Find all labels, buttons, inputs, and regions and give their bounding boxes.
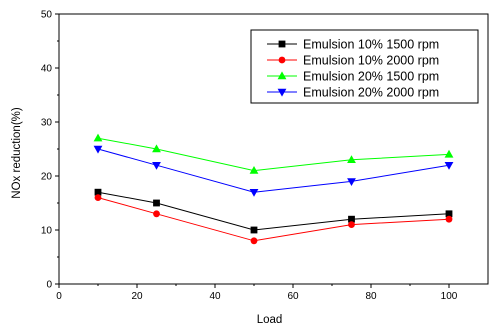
- data-point: [347, 178, 356, 186]
- data-point: [348, 215, 355, 223]
- series-4: [93, 145, 454, 197]
- data-point: [250, 237, 258, 245]
- series-line: [97, 191, 450, 231]
- data-point: [348, 221, 355, 229]
- y-tick-label: 50: [41, 10, 53, 21]
- data-point: [93, 133, 103, 142]
- x-tick-label: 80: [365, 291, 377, 302]
- data-point: [94, 188, 102, 196]
- data-point: [249, 189, 259, 197]
- axes-layer: 0 20 40 60 80 100 0 10 20 30 40 50: [41, 10, 489, 302]
- data-point: [444, 149, 454, 158]
- y-tick-label: 10: [41, 226, 53, 237]
- series-layer: [93, 133, 454, 245]
- data-point: [152, 162, 161, 170]
- x-tick-label: 100: [441, 291, 458, 302]
- legend-marker: [277, 88, 287, 97]
- y-axis-title: NOx reduction(%): [11, 107, 23, 199]
- x-tick-label: 40: [209, 291, 221, 302]
- y-tick-label: 0: [46, 280, 52, 291]
- y-tick-label: 20: [41, 172, 53, 183]
- legend-label: Emulsion 20% 1500 rpm: [303, 70, 439, 84]
- legend: Emulsion 10% 1500 rpm Emulsion 10% 2000 r…: [250, 29, 479, 104]
- legend-label: Emulsion 10% 1500 rpm: [303, 38, 439, 52]
- y-tick-label: 40: [41, 64, 53, 75]
- data-point: [93, 145, 103, 154]
- data-point: [153, 210, 160, 218]
- series-3: [93, 133, 454, 174]
- data-point: [153, 199, 160, 207]
- data-point: [250, 226, 258, 234]
- data-point: [249, 166, 259, 174]
- data-point: [94, 194, 102, 202]
- x-tick-label: 60: [287, 291, 299, 302]
- data-point: [445, 215, 453, 223]
- legend-label: Emulsion 20% 2000 rpm: [303, 86, 439, 100]
- x-tick-label: 0: [56, 291, 62, 302]
- legend-marker: [277, 71, 287, 80]
- legend-label: Emulsion 10% 2000 rpm: [303, 54, 439, 68]
- legend-marker: [278, 56, 286, 64]
- x-axis-title: Load: [257, 314, 283, 326]
- series-line: [97, 148, 450, 193]
- x-tick-label: 20: [131, 291, 143, 302]
- legend-marker: [278, 40, 286, 48]
- series-1: [94, 188, 453, 234]
- data-point: [444, 162, 454, 170]
- series-2: [94, 194, 453, 245]
- data-point: [152, 144, 161, 153]
- series-line: [97, 197, 450, 242]
- y-tick-label: 30: [41, 118, 53, 129]
- data-point: [445, 210, 453, 218]
- data-point: [347, 155, 356, 163]
- legend-box: [250, 29, 479, 104]
- series-line: [97, 137, 450, 172]
